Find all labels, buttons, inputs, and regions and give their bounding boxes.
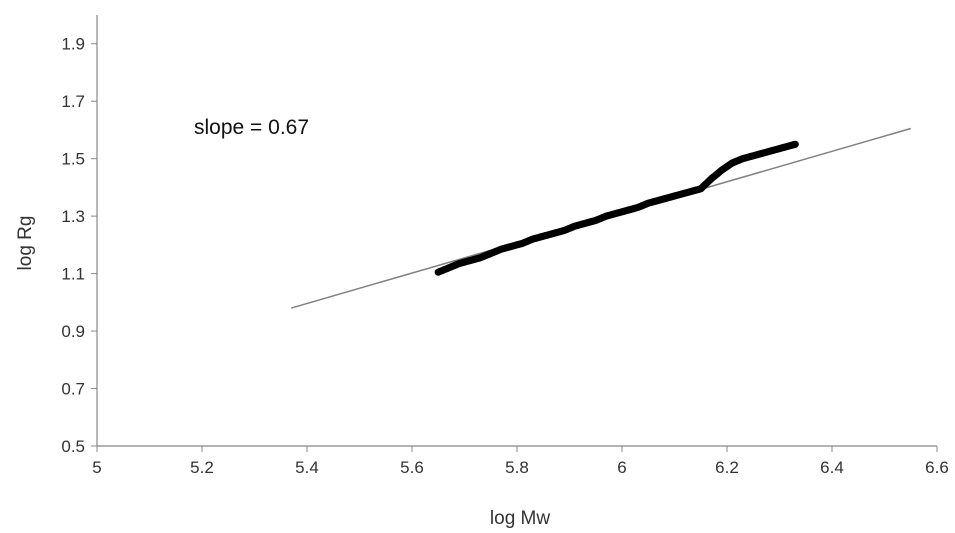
slope-annotation: slope = 0.67 <box>194 116 309 139</box>
y-tick-label: 0.9 <box>61 322 85 341</box>
x-tick-label: 6.6 <box>925 458 949 477</box>
y-tick-label: 1.3 <box>61 207 85 226</box>
labels-layer: slope = 0.67 log Mw log Rg <box>15 116 550 529</box>
x-axis-title: log Mw <box>490 508 550 529</box>
x-tick-label: 5.6 <box>400 458 424 477</box>
x-tick-label: 5.4 <box>295 458 319 477</box>
x-tick-label: 5 <box>92 458 101 477</box>
y-tick-label: 1.5 <box>61 150 85 169</box>
x-tick-label: 5.2 <box>190 458 214 477</box>
x-tick-label: 6.2 <box>715 458 739 477</box>
data-points-layer <box>434 140 799 276</box>
x-tick-label: 6.4 <box>820 458 844 477</box>
x-tick-label: 6 <box>617 458 626 477</box>
y-tick-label: 0.5 <box>61 437 85 456</box>
y-tick-label: 1.7 <box>61 92 85 111</box>
y-tick-label: 1.9 <box>61 35 85 54</box>
y-tick-label: 1.1 <box>61 265 85 284</box>
y-tick-label: 0.7 <box>61 380 85 399</box>
axes: 5 5.2 5.4 5.6 5.8 6 6.2 6.4 6.6 0.5 0.7 0.9 1.1 1.3 1.… <box>61 15 949 477</box>
data-point <box>791 140 799 148</box>
x-tick-label: 5.8 <box>505 458 529 477</box>
y-axis-title: log Rg <box>15 216 36 271</box>
